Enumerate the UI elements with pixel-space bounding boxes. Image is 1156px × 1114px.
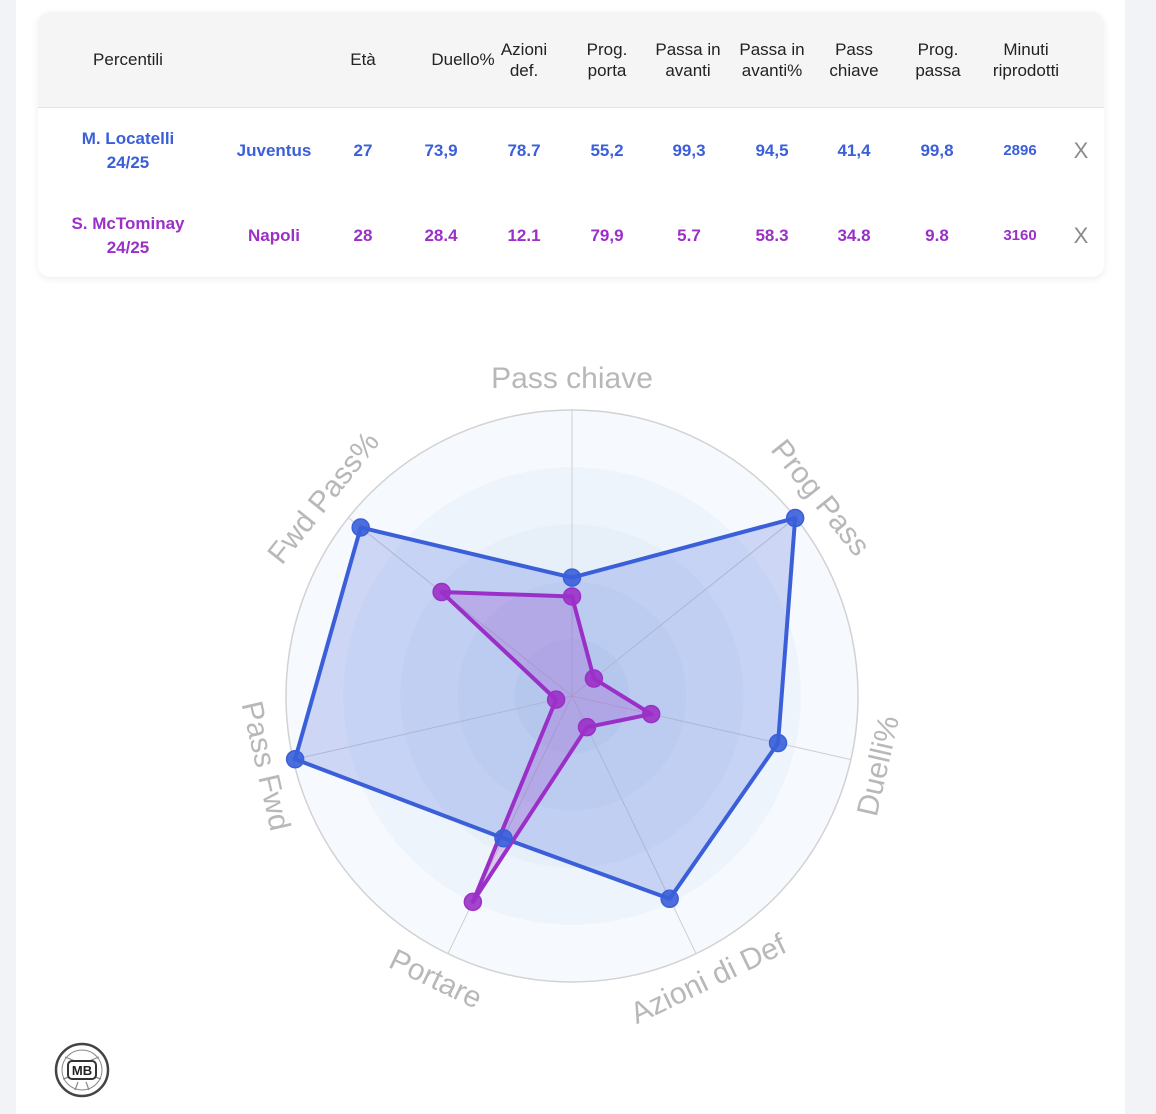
header-minutes: Minuti riprodotti: [992, 39, 1060, 80]
series-point: [494, 828, 513, 848]
mb-logo: MB: [54, 1042, 110, 1098]
fwd-pass-pct-cell: 58.3: [755, 225, 789, 245]
header-duels: Duello%: [431, 50, 495, 69]
fwd-pass-pct-cell: 94,5: [755, 140, 789, 160]
minutes-cell: 2896: [1003, 141, 1037, 159]
axis-label: Pass chiave: [491, 362, 653, 395]
header-fwd-pass: Passa in avanti: [655, 39, 721, 80]
series-point: [660, 889, 679, 909]
radar-spoke: [293, 695, 573, 761]
remove-player-button[interactable]: X: [1073, 137, 1089, 163]
header-age: Età: [350, 50, 376, 69]
series-point: [432, 582, 451, 602]
series-point: [768, 733, 788, 753]
axis-label: Duelli%: [851, 713, 906, 820]
minutes-cell: 3160: [1003, 226, 1037, 244]
player-cell[interactable]: S. McTominay 24/25: [48, 193, 208, 277]
series-point: [463, 892, 483, 912]
header-fwd-pass-pct: Passa in avanti%: [739, 39, 805, 80]
prog-pass-cell: 99,8: [920, 140, 954, 160]
header-key-pass: Pass chiave: [829, 39, 879, 80]
duels-cell: 73,9: [424, 140, 458, 160]
player-season: 24/25: [106, 152, 150, 172]
remove-player-button[interactable]: X: [1073, 222, 1089, 248]
def-actions-cell: 12.1: [507, 225, 541, 245]
series-point: [584, 669, 604, 688]
radar-spoke: [571, 695, 851, 761]
prog-carry-cell: 55,2: [590, 140, 624, 160]
page: Percentili Età Duello% Azioni def. Prog.…: [16, 0, 1125, 1114]
header-def-actions: Azioni def.: [500, 39, 548, 80]
header-percentili: Percentili: [93, 50, 163, 69]
fwd-pass-cell: 99,3: [672, 140, 706, 160]
player-name: S. McTominay: [71, 213, 185, 233]
series-point: [577, 717, 597, 737]
prog-carry-cell: 79,9: [590, 225, 624, 245]
series-point: [641, 704, 661, 724]
key-pass-cell: 41,4: [837, 140, 871, 160]
player-season: 24/25: [106, 237, 150, 257]
header-prog-carry: Prog. porta: [586, 39, 628, 80]
duels-cell: 28.4: [424, 225, 458, 245]
comparison-table: Percentili Età Duello% Azioni def. Prog.…: [38, 12, 1104, 277]
player-cell[interactable]: M. Locatelli 24/25: [48, 108, 208, 193]
radar-spoke: [447, 695, 573, 954]
radar-spoke: [571, 517, 796, 697]
series-point: [562, 587, 582, 606]
table-row: M. Locatelli 24/25 Juventus 27 73,9 78.7…: [38, 108, 1104, 193]
player-name: M. Locatelli: [81, 128, 175, 148]
fwd-pass-cell: 5.7: [677, 225, 701, 245]
age-cell: 27: [353, 140, 373, 160]
age-cell: 28: [353, 225, 373, 245]
key-pass-cell: 34.8: [837, 225, 871, 245]
radar-spoke: [571, 695, 697, 954]
series-point: [785, 508, 805, 528]
series-point: [285, 749, 305, 769]
table-header: Percentili Età Duello% Azioni def. Prog.…: [38, 12, 1104, 108]
series-area: [293, 516, 798, 901]
series-point: [562, 568, 582, 587]
prog-pass-cell: 9.8: [925, 225, 949, 245]
logo-text: MB: [72, 1063, 92, 1078]
series-area: [439, 590, 654, 904]
header-prog-pass: Prog. passa: [915, 39, 961, 80]
table-row: S. McTominay 24/25 Napoli 28 28.4 12.1 7…: [38, 193, 1104, 277]
series-point: [546, 690, 566, 709]
series-point: [351, 518, 370, 537]
def-actions-cell: 78.7: [507, 140, 541, 160]
